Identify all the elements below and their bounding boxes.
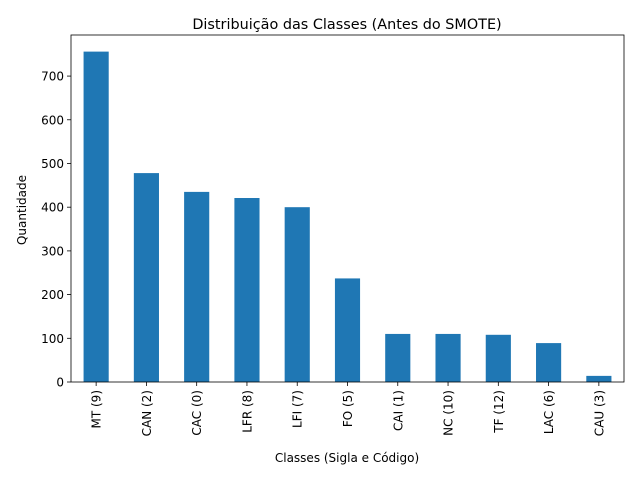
plot-area: 0 100 200 300 400 500 600 700 MT (9) CAN (2) CAC (… [41, 34, 625, 436]
y-tick-label-3: 300 [41, 244, 64, 258]
x-tick-label-8: TF (12) [492, 390, 506, 434]
x-tick-label-9: LAC (6) [542, 390, 556, 434]
y-tick-label-6: 600 [41, 113, 64, 127]
bar-9 [536, 343, 562, 382]
bar-8 [485, 334, 511, 382]
x-tick-label-7: NC (10) [442, 390, 456, 436]
x-tick-label-5: FO (5) [341, 390, 355, 427]
bar-10 [586, 375, 612, 382]
x-tick-label-6: CAI (1) [391, 390, 405, 431]
y-tick-label-5: 500 [41, 157, 64, 171]
x-tick-label-0: MT (9) [90, 390, 104, 429]
bar-0 [83, 51, 109, 383]
bar-1 [133, 173, 159, 382]
x-tick-label-1: CAN (2) [140, 390, 154, 436]
y-tick-label-2: 200 [41, 288, 64, 302]
x-tick-label-3: LFR (8) [240, 390, 254, 433]
bar-3 [234, 198, 260, 382]
y-tick-label-4: 400 [41, 201, 64, 215]
x-tick-label-2: CAC (0) [190, 390, 204, 436]
chart-title: Distribuição das Classes (Antes do SMOTE… [192, 17, 501, 33]
x-tick-label-4: LFI (7) [291, 390, 305, 428]
x-tick-label-10: CAU (3) [592, 390, 606, 436]
bar-5 [334, 278, 361, 382]
axes-frame [70, 34, 625, 383]
bar-7 [435, 333, 461, 382]
bar-4 [284, 207, 310, 382]
y-tick-label-0: 0 [56, 376, 64, 390]
bar-2 [184, 191, 210, 382]
y-tick-label-7: 700 [41, 70, 64, 84]
y-axis-label: Quantidade [15, 175, 29, 245]
y-tick-label-1: 100 [41, 332, 64, 346]
x-axis-label: Classes (Sigla e Código) [275, 451, 419, 465]
bar-6 [385, 333, 411, 382]
